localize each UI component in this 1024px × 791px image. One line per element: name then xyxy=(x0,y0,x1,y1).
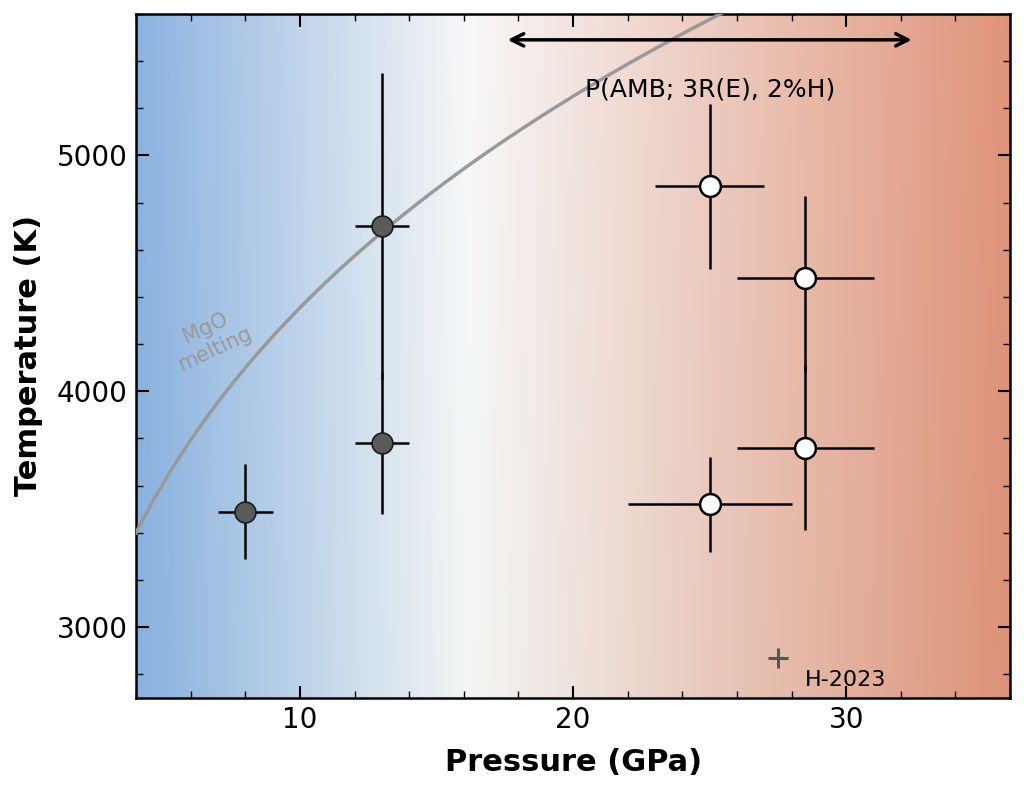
Text: P(AMB; 3R(E), 2%H): P(AMB; 3R(E), 2%H) xyxy=(585,78,835,101)
Text: MgO
melting: MgO melting xyxy=(165,302,255,375)
Text: H-2023: H-2023 xyxy=(805,670,887,690)
X-axis label: Pressure (GPa): Pressure (GPa) xyxy=(444,748,701,777)
Y-axis label: Temperature (K): Temperature (K) xyxy=(14,215,43,497)
